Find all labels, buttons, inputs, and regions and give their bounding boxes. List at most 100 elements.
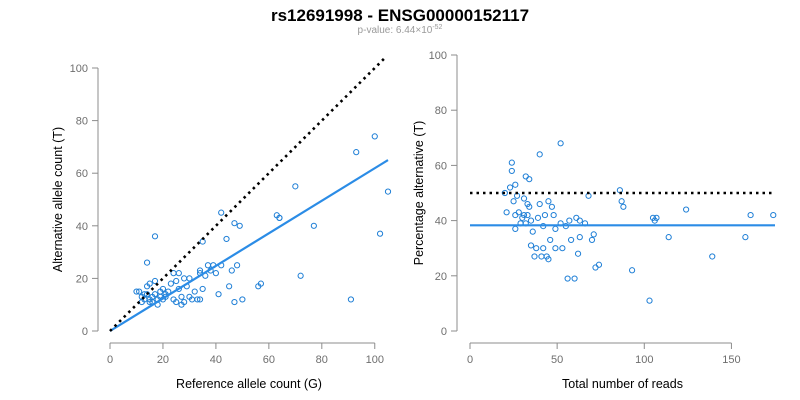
left-data-point	[173, 298, 180, 306]
right-y-tick-label: 100	[429, 50, 447, 62]
left-data-point	[191, 288, 198, 295]
right-data-point	[506, 184, 514, 191]
right-data-point	[557, 140, 564, 147]
right-x-axis-label: Total number of reads	[562, 377, 683, 391]
right-data-point	[520, 195, 528, 202]
left-x-tick-label: 20	[157, 354, 169, 366]
right-data-point	[552, 245, 559, 252]
left-data-point	[181, 298, 188, 306]
pvalue-label: p-value: 6.44×10-52	[358, 24, 443, 36]
left-data-point	[223, 235, 230, 243]
right-data-point	[564, 275, 571, 282]
left-data-point	[143, 259, 151, 266]
right-data-point	[508, 167, 515, 175]
right-data-point	[538, 253, 545, 260]
left-data-point	[199, 285, 206, 293]
right-data-point	[567, 236, 575, 244]
pvalue-prefix: p-value: 6.44×10	[358, 25, 433, 36]
left-data-point	[167, 280, 174, 287]
left-data-point	[353, 149, 360, 156]
right-data-point	[590, 231, 597, 238]
right-data-point	[742, 234, 749, 241]
left-data-point	[231, 220, 238, 227]
left-data-point	[212, 270, 220, 277]
right-data-point	[576, 234, 583, 241]
right-y-tick-label: 0	[441, 326, 447, 338]
right-data-point	[520, 211, 528, 219]
right-data-point	[574, 250, 582, 257]
left-x-tick-label: 0	[107, 354, 113, 366]
left-data-point	[239, 296, 246, 303]
left-reference-line	[109, 56, 387, 332]
right-data-point	[527, 217, 535, 224]
right-data-point	[524, 211, 531, 219]
right-data-point	[501, 189, 508, 197]
left-data-point	[231, 298, 238, 306]
left-y-tick-label: 20	[76, 273, 88, 285]
left-x-axis-label: Reference allele count (G)	[176, 377, 322, 391]
left-data-point	[276, 214, 283, 222]
left-data-point	[196, 267, 204, 274]
right-data-point	[545, 198, 552, 205]
left-data-point	[371, 133, 378, 140]
right-data-point	[665, 234, 672, 241]
left-y-tick-label: 100	[70, 63, 88, 75]
right-data-point	[541, 211, 549, 219]
left-data-point	[310, 222, 317, 229]
left-x-tick-label: 60	[263, 354, 275, 366]
right-y-tick-label: 40	[435, 216, 447, 228]
left-data-point	[146, 280, 153, 287]
left-data-point	[173, 277, 180, 285]
right-x-tick-label: 0	[467, 354, 473, 366]
right-data-point	[503, 209, 510, 216]
left-data-point	[347, 296, 355, 303]
right-data-point	[522, 173, 529, 180]
right-data-point	[536, 151, 543, 158]
left-data-point	[162, 293, 169, 300]
left-y-tick-label: 40	[76, 221, 88, 233]
left-data-point	[159, 285, 167, 293]
left-data-point	[233, 262, 241, 269]
left-data-point	[236, 222, 243, 229]
left-data-point	[151, 277, 159, 285]
right-data-point	[512, 211, 519, 219]
right-y-tick-label: 60	[435, 160, 447, 172]
right-data-point	[646, 297, 653, 304]
left-data-point	[376, 230, 384, 237]
left-data-point	[226, 283, 233, 290]
left-y-tick-label: 0	[82, 326, 88, 338]
right-data-point	[559, 245, 566, 252]
left-data-point	[175, 285, 182, 293]
right-data-point	[547, 236, 554, 244]
left-data-point	[181, 275, 188, 282]
right-data-point	[534, 214, 542, 221]
left-data-point	[194, 296, 201, 303]
right-data-point	[529, 228, 536, 235]
right-data-point	[526, 203, 533, 210]
left-data-point	[292, 183, 299, 190]
right-data-point	[512, 225, 519, 232]
right-data-point	[526, 176, 533, 183]
right-data-point	[536, 200, 543, 208]
right-data-point	[512, 181, 519, 188]
left-y-axis-label: Alternative allele count (T)	[51, 127, 65, 272]
left-data-point	[151, 233, 159, 240]
left-data-point	[178, 293, 185, 300]
right-data-point	[548, 203, 556, 210]
right-data-point	[620, 203, 627, 210]
right-data-point	[508, 159, 515, 166]
right-data-point	[592, 264, 599, 271]
right-data-point	[709, 253, 716, 260]
left-data-point	[151, 291, 159, 298]
right-data-point	[566, 217, 573, 224]
left-data-point	[143, 291, 151, 298]
left-data-point	[196, 296, 204, 303]
chart-title: rs12691998 - ENSG00000152117	[271, 6, 529, 25]
left-data-point	[146, 298, 153, 306]
right-x-tick-label: 150	[722, 354, 740, 366]
left-data-point	[297, 272, 304, 279]
right-y-tick-label: 20	[435, 271, 447, 283]
percentage-alternative-scatter-panel: 0 20 40 60 80 100 0 50 100 150 Total number of rea…	[412, 50, 777, 391]
left-data-point	[204, 262, 212, 269]
